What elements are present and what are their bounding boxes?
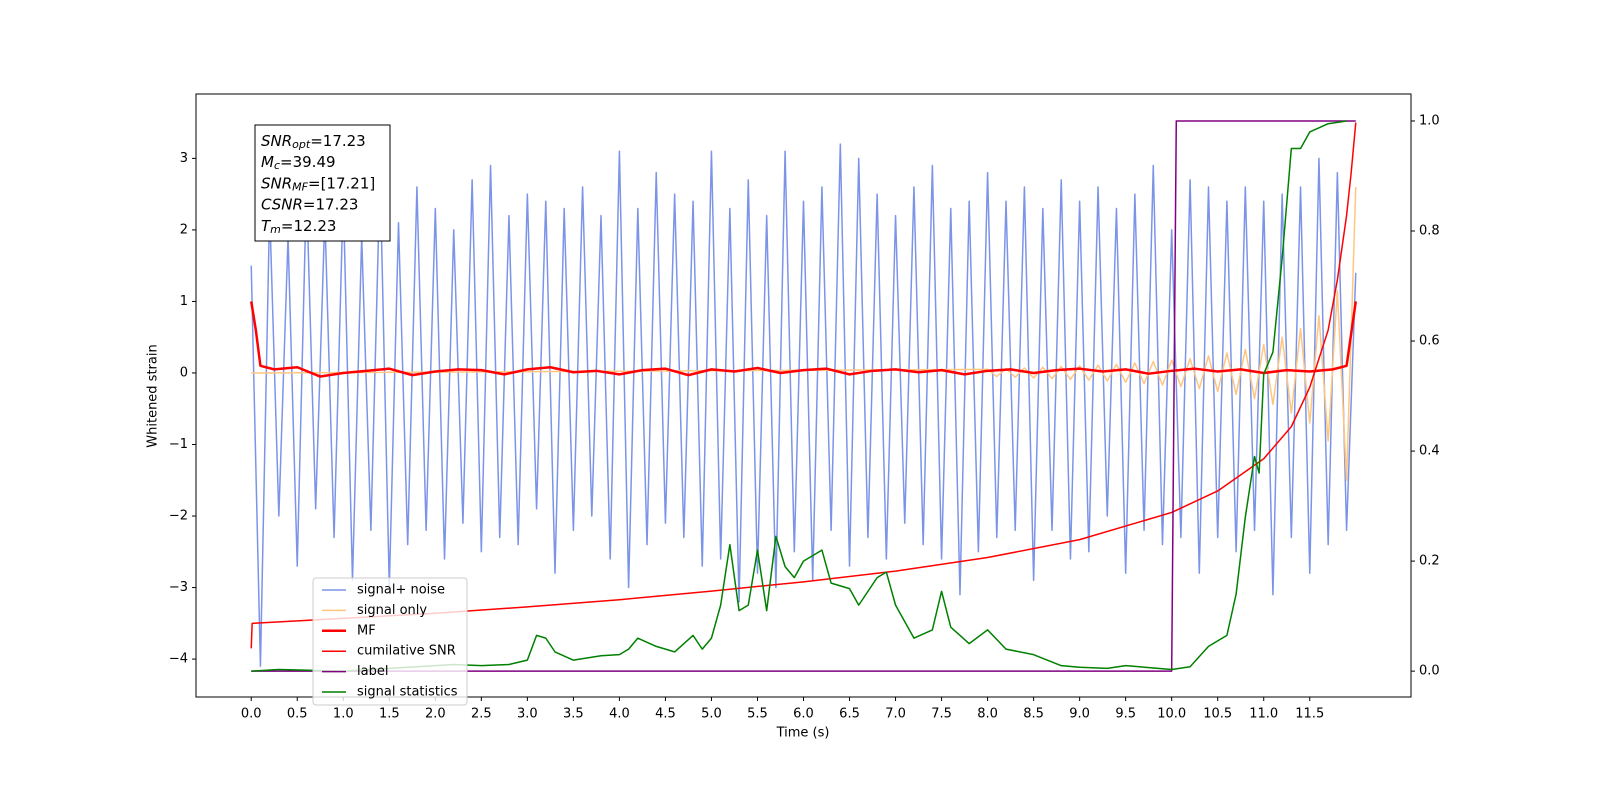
series-line [250,143,1357,667]
x-tick-label: 6.5 [839,707,860,722]
x-tick-label: 10.5 [1203,707,1232,722]
x-tick-label: 8.5 [1023,707,1044,722]
y2-tick-label: 1.0 [1419,113,1440,128]
y-tick-label: −3 [169,580,188,595]
x-tick-label: 9.5 [1115,707,1136,722]
annotation-symbol: SNR [261,174,292,192]
x-tick-label: 4.5 [655,707,676,722]
y-tick-label: 2 [180,222,188,237]
x-tick-label: 5.0 [701,707,722,722]
annotation-line: Tm=12.23 [261,216,336,236]
x-tick-label: 5.5 [747,707,768,722]
x-tick-label: 0.5 [287,707,308,722]
x-tick-label: 2.0 [425,707,446,722]
x-tick-label: 11.0 [1249,707,1278,722]
x-axis-label: Time (s) [776,726,830,741]
annotation-subscript: opt [292,138,311,151]
x-tick-label: 1.0 [333,707,354,722]
annotation-line: SNRopt=17.23 [261,132,366,152]
y2-tick-label: 0.4 [1419,444,1440,459]
annotation-subscript: m [270,223,281,236]
x-tick-label: 9.0 [1069,707,1090,722]
annotation-value: =12.23 [281,216,337,234]
annotation-value: =17.23 [303,195,359,213]
legend-label: MF [357,623,376,638]
annotation-box: SNRopt=17.23Mc=39.49SNRMF=[17.21]CSNR=17… [254,124,391,242]
x-tick-label: 3.5 [563,707,584,722]
y-tick-label: 3 [180,151,188,166]
annotation-subscript: c [274,159,280,172]
y2-tick-label: 0.6 [1419,334,1440,349]
series-line [251,120,1347,672]
y-tick-label: −2 [169,509,188,524]
x-tick-label: 8.0 [977,707,998,722]
y-tick-label: −4 [169,652,188,667]
x-tick-label: 0.0 [241,707,262,722]
y-tick-label: −1 [169,437,188,452]
x-tick-label: 10.0 [1157,707,1186,722]
x-tick-label: 1.5 [379,707,400,722]
annotation-frame [254,124,391,242]
legend-frame [312,577,468,706]
legend: signal+ noise signal only MF cumilative SNR… [312,577,468,706]
legend-label: signal only [357,603,427,618]
annotation-line: CSNR=17.23 [261,195,358,213]
annotation-symbol: SNR [261,132,292,150]
y2-tick-label: 0.0 [1419,664,1440,679]
annotation-subscript: MF [292,180,308,193]
annotation-value: =[17.21] [308,174,375,192]
legend-label: signal+ noise [357,583,445,598]
x-tick-label: 3.0 [517,707,538,722]
x-tick-label: 6.0 [793,707,814,722]
series-line [249,301,1358,378]
y2-tick-label: 0.8 [1419,223,1440,238]
x-tick-label: 7.0 [885,707,906,722]
legend-label: cumilative SNR [357,644,456,659]
y-tick-label: 1 [180,294,188,309]
annotation-symbol: M [261,153,274,171]
annotation-symbol: T [261,216,272,234]
x-tick-label: 4.0 [609,707,630,722]
axes: 0.0 0.5 1.0 1.5 2.0 2.5 3.0 3.5 4.0 4.5 5.0 5.5 6.0 6… [169,113,1440,721]
x-tick-label: 11.5 [1295,707,1324,722]
annotation-value: =39.49 [280,153,336,171]
x-tick-label: 2.5 [471,707,492,722]
x-tick-label: 7.5 [931,707,952,722]
annotation-value: =17.23 [310,132,366,150]
annotation-symbol: CSNR [261,195,303,213]
series-line [251,120,1356,672]
y-axis-label: Whitened strain [146,344,161,447]
y2-tick-label: 0.2 [1419,554,1440,569]
annotation-line: Mc=39.49 [261,153,336,173]
legend-label: label [357,664,388,679]
annotation-line: SNRMF=[17.21] [261,174,375,194]
y-tick-label: 0 [180,365,188,380]
legend-label: signal statistics [357,685,458,700]
